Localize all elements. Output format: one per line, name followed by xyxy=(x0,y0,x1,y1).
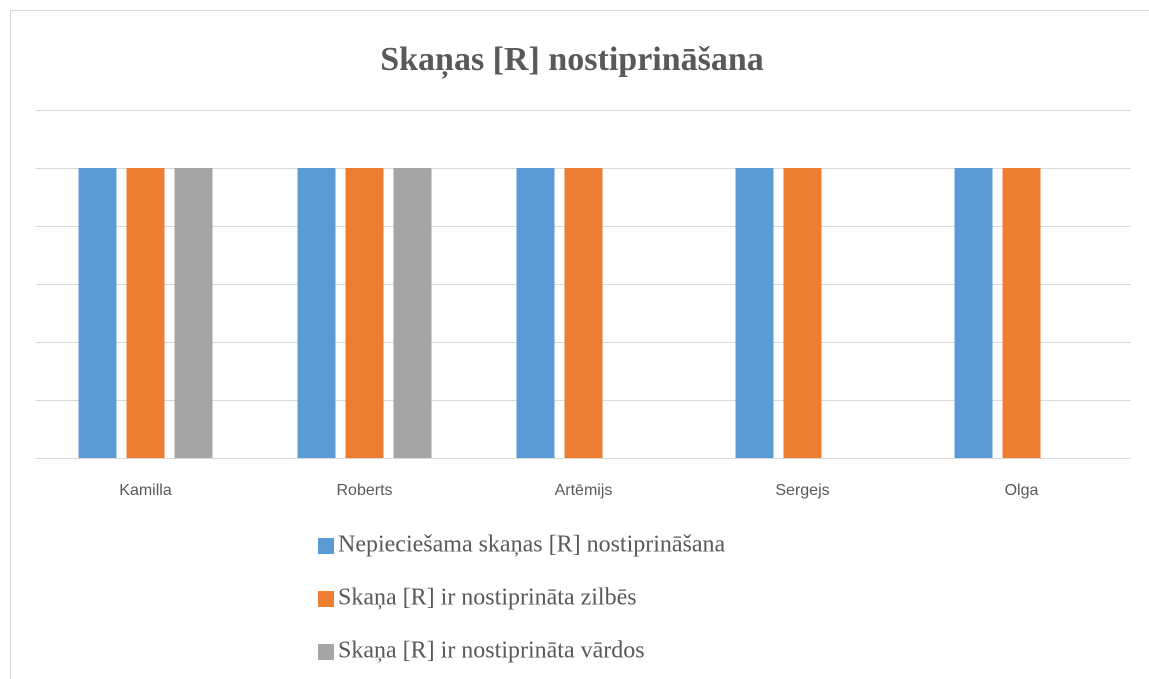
bar xyxy=(126,168,165,458)
x-tick-label: Roberts xyxy=(336,482,392,499)
legend-swatch xyxy=(318,591,334,607)
legend-label: Nepieciešama skaņas [R] nostiprināšana xyxy=(338,532,726,558)
bar xyxy=(174,168,213,458)
x-tick-label: Kamilla xyxy=(119,482,172,499)
x-tick-label: Sergejs xyxy=(775,482,829,499)
bar xyxy=(954,168,993,458)
legend-label: Skaņa [R] ir nostiprināta zilbēs xyxy=(338,585,637,611)
bar xyxy=(345,168,384,458)
legend-label: Skaņa [R] ir nostiprināta vārdos xyxy=(338,638,645,664)
bar xyxy=(393,168,432,458)
x-tick-label: Artēmijs xyxy=(555,482,613,499)
bar xyxy=(516,168,555,458)
bar xyxy=(78,168,117,458)
legend-swatch xyxy=(318,538,334,554)
legend-swatch xyxy=(318,644,334,660)
bar xyxy=(564,168,603,458)
bar xyxy=(297,168,336,458)
bar xyxy=(783,168,822,458)
x-tick-label: Olga xyxy=(1005,482,1039,499)
chart-title: Skaņas [R] nostiprināšana xyxy=(380,41,764,79)
bar xyxy=(1002,168,1041,458)
bar xyxy=(735,168,774,458)
